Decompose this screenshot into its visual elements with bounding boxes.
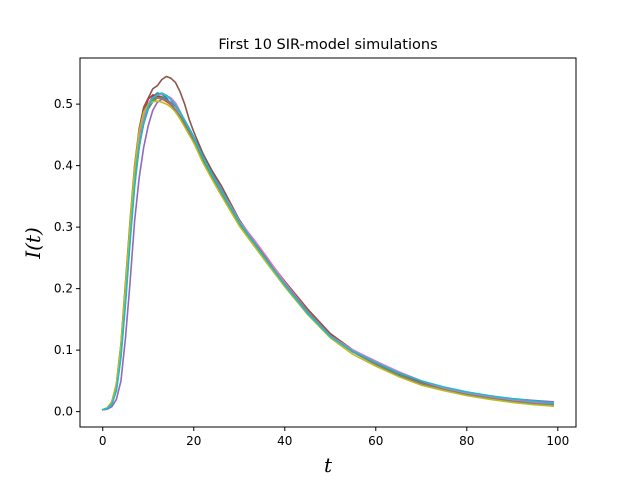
y-tick-label: 0.0 bbox=[54, 405, 73, 419]
y-tick-label: 0.4 bbox=[54, 159, 73, 173]
y-axis-label: I(t) bbox=[21, 227, 45, 260]
y-axis: 0.0 0.1 0.2 0.3 0.4 0.5 bbox=[54, 97, 80, 419]
x-tick-label: 0 bbox=[99, 434, 107, 448]
series-layer bbox=[101, 75, 555, 411]
y-tick-label: 0.1 bbox=[54, 343, 73, 357]
x-tick-label: 80 bbox=[459, 434, 474, 448]
x-tick-label: 40 bbox=[277, 434, 292, 448]
x-tick-label: 20 bbox=[186, 434, 201, 448]
plot-frame bbox=[79, 57, 577, 428]
chart-title: First 10 SIR-model simulations bbox=[218, 37, 437, 53]
x-tick-label: 60 bbox=[368, 434, 383, 448]
x-axis-label: t bbox=[324, 453, 333, 477]
series-line-10 bbox=[101, 92, 555, 411]
x-tick-label: 100 bbox=[546, 434, 569, 448]
y-tick-label: 0.5 bbox=[54, 97, 73, 111]
y-tick-label: 0.2 bbox=[54, 282, 73, 296]
series-line-9 bbox=[101, 100, 555, 411]
y-tick-label: 0.3 bbox=[54, 220, 73, 234]
x-axis: 0 20 40 60 80 100 bbox=[99, 427, 569, 448]
